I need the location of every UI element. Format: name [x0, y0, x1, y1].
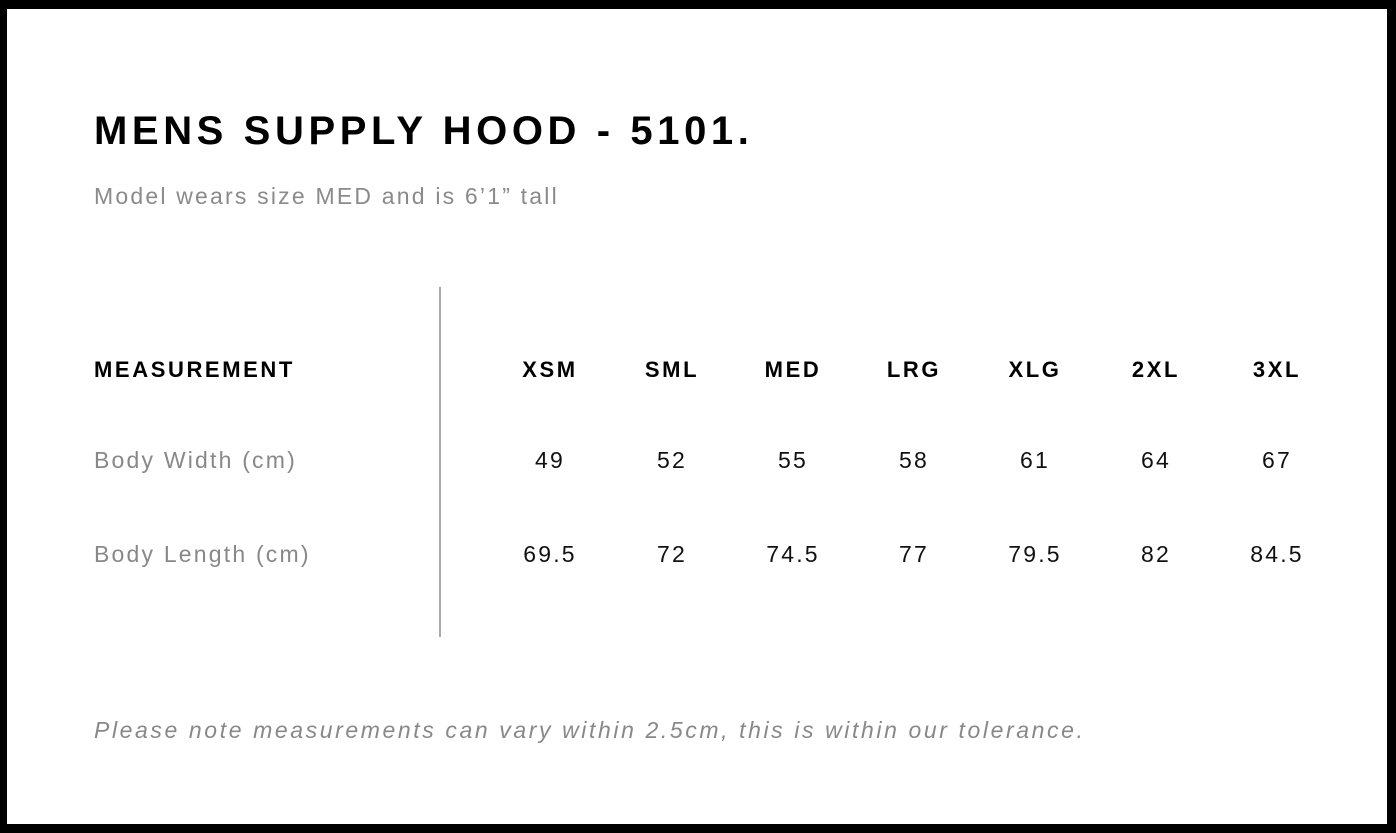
size-header-lrg: LRG: [886, 357, 942, 382]
subtitle: Model wears size MED and is 6’1” tall: [94, 183, 559, 209]
measurement-header: MEASUREMENT: [94, 357, 295, 382]
size-chart-card: MENS SUPPLY HOOD - 5101. Model wears siz…: [7, 9, 1387, 824]
row-label: Body Length (cm): [94, 541, 311, 567]
table-cell: 82: [1141, 541, 1171, 567]
table-cell: 79.5: [1008, 541, 1062, 567]
size-header-sml: SML: [644, 357, 700, 382]
table-cell: 84.5: [1250, 541, 1304, 567]
table-cell: 77: [899, 541, 929, 567]
size-header-xlg: XLG: [1008, 357, 1062, 382]
table-cell: 49: [535, 447, 565, 473]
column-divider: [439, 287, 441, 637]
table-cell: 72: [657, 541, 687, 567]
size-header-2xl: 2XL: [1131, 357, 1181, 382]
tolerance-note: Please note measurements can vary within…: [94, 717, 1086, 743]
table-cell: 58: [899, 447, 929, 473]
size-header-3xl: 3XL: [1252, 357, 1302, 382]
table-cell: 52: [657, 447, 687, 473]
table-cell: 69.5: [523, 541, 577, 567]
table-cell: 67: [1262, 447, 1292, 473]
size-header-xsm: XSM: [522, 357, 578, 382]
table-cell: 55: [778, 447, 808, 473]
table-cell: 61: [1020, 447, 1050, 473]
page-title: MENS SUPPLY HOOD - 5101.: [94, 109, 754, 153]
size-header-med: MED: [764, 357, 822, 382]
row-label: Body Width (cm): [94, 447, 297, 473]
table-cell: 64: [1141, 447, 1171, 473]
table-cell: 74.5: [766, 541, 820, 567]
